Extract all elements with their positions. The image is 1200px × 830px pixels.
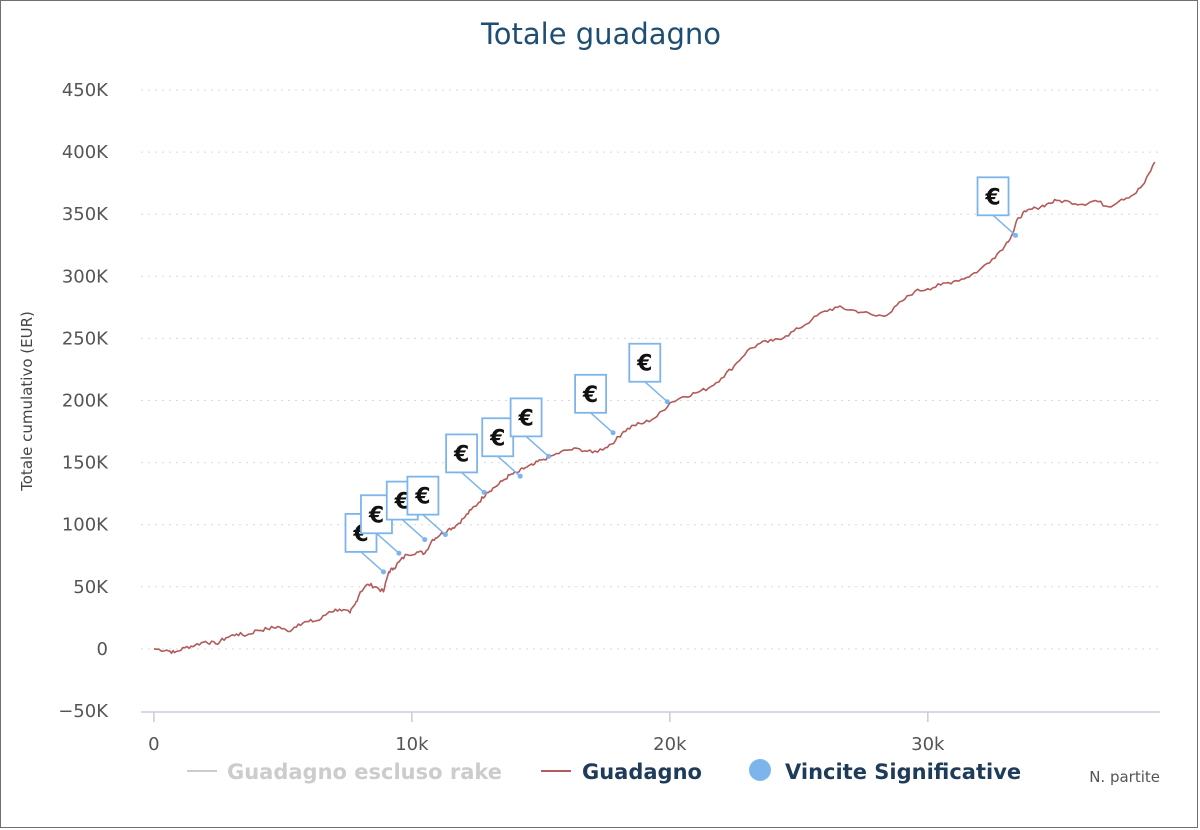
flag-label: € bbox=[414, 485, 430, 510]
flag-box bbox=[976, 176, 1010, 217]
flag-label: € bbox=[517, 406, 533, 431]
y-tick-label: 0 bbox=[97, 639, 108, 660]
legend-swatch-vincite-significative bbox=[749, 759, 771, 781]
flag-point bbox=[517, 473, 523, 479]
x-axis-title: N. partite bbox=[1089, 768, 1160, 786]
flag-box bbox=[628, 342, 662, 383]
flag-connector bbox=[360, 551, 384, 573]
y-tick-label: 400K bbox=[62, 142, 109, 163]
flag-connector bbox=[422, 514, 446, 536]
flag-point bbox=[610, 430, 616, 436]
flag-marker[interactable]: € bbox=[976, 176, 1019, 238]
flag-point bbox=[664, 399, 670, 405]
grid-layer bbox=[141, 89, 1160, 650]
flag-box bbox=[481, 417, 515, 458]
flag-connector bbox=[644, 381, 668, 403]
legend-item-vincite-significative[interactable]: Vincite Significative bbox=[749, 759, 1021, 784]
legend-item-guadagno[interactable]: Guadagno bbox=[541, 760, 702, 784]
flag-connector bbox=[590, 412, 614, 434]
flag-point bbox=[442, 532, 448, 538]
x-tick-label: 20k bbox=[653, 734, 687, 755]
flag-marker[interactable]: € bbox=[445, 433, 487, 495]
flag-marker[interactable]: € bbox=[481, 417, 523, 479]
x-tick-label: 0 bbox=[148, 734, 159, 755]
flag-connector bbox=[375, 532, 400, 554]
flag-point bbox=[481, 489, 487, 495]
flag-connector bbox=[497, 455, 521, 477]
y-tick-label: 100K bbox=[62, 515, 109, 536]
flag-label: € bbox=[368, 503, 384, 528]
flag-marker[interactable]: € bbox=[628, 342, 670, 405]
flag-label: € bbox=[394, 490, 410, 515]
y-tick-label: 450K bbox=[62, 80, 109, 101]
x-axis: 0 10k 20k 30k bbox=[141, 711, 1160, 755]
flag-box bbox=[406, 475, 440, 516]
flag-point bbox=[1013, 232, 1019, 238]
y-tick-label: −50K bbox=[58, 701, 109, 722]
series-layer bbox=[153, 161, 1156, 655]
flag-point bbox=[380, 569, 386, 575]
flag-marker[interactable]: € bbox=[574, 373, 616, 436]
flag-box bbox=[574, 373, 607, 414]
flag-connector bbox=[525, 435, 550, 457]
flag-label: € bbox=[582, 383, 598, 408]
flag-label: € bbox=[984, 185, 1000, 210]
flag-point bbox=[396, 550, 402, 556]
flag-point bbox=[546, 453, 552, 459]
flag-box bbox=[509, 397, 543, 438]
flags-layer: €€€ €€€€€€€ bbox=[344, 176, 1019, 575]
series-line-guadagno bbox=[153, 161, 1156, 655]
legend: Guadagno escluso rake Guadagno Vincite S… bbox=[187, 759, 1021, 784]
flag-point bbox=[422, 537, 428, 543]
flag-box bbox=[445, 433, 479, 474]
flag-label: € bbox=[489, 426, 505, 451]
flag-marker[interactable]: € bbox=[509, 397, 552, 459]
x-tick-label: 30k bbox=[911, 734, 945, 755]
flag-connector bbox=[461, 471, 485, 493]
legend-item-guadagno-escluso-rake[interactable]: Guadagno escluso rake bbox=[187, 760, 502, 784]
chart-title: Totale guadagno bbox=[480, 17, 721, 51]
flag-connector bbox=[401, 519, 426, 541]
y-axis-title: Totale cumulativo (EUR) bbox=[18, 311, 36, 492]
flag-connector bbox=[992, 214, 1017, 236]
legend-label-guadagno: Guadagno bbox=[582, 760, 702, 784]
y-tick-label: 50K bbox=[73, 577, 109, 598]
legend-label-guadagno-escluso-rake: Guadagno escluso rake bbox=[227, 760, 502, 784]
y-tick-label: 250K bbox=[62, 328, 109, 349]
y-tick-label: 300K bbox=[62, 266, 109, 287]
flag-label: € bbox=[453, 442, 469, 467]
flag-label: € bbox=[636, 352, 652, 377]
x-tick-label: 10k bbox=[395, 734, 429, 755]
y-tick-label: 200K bbox=[62, 391, 109, 412]
flag-marker[interactable]: € bbox=[406, 475, 448, 538]
legend-label-vincite-significative: Vincite Significative bbox=[785, 760, 1021, 784]
y-axis: −50K 0 50K 100K 150K 200K 250K 300K 350K 400K 450K bbox=[58, 80, 109, 722]
y-tick-label: 350K bbox=[62, 204, 109, 225]
y-tick-label: 150K bbox=[62, 453, 109, 474]
